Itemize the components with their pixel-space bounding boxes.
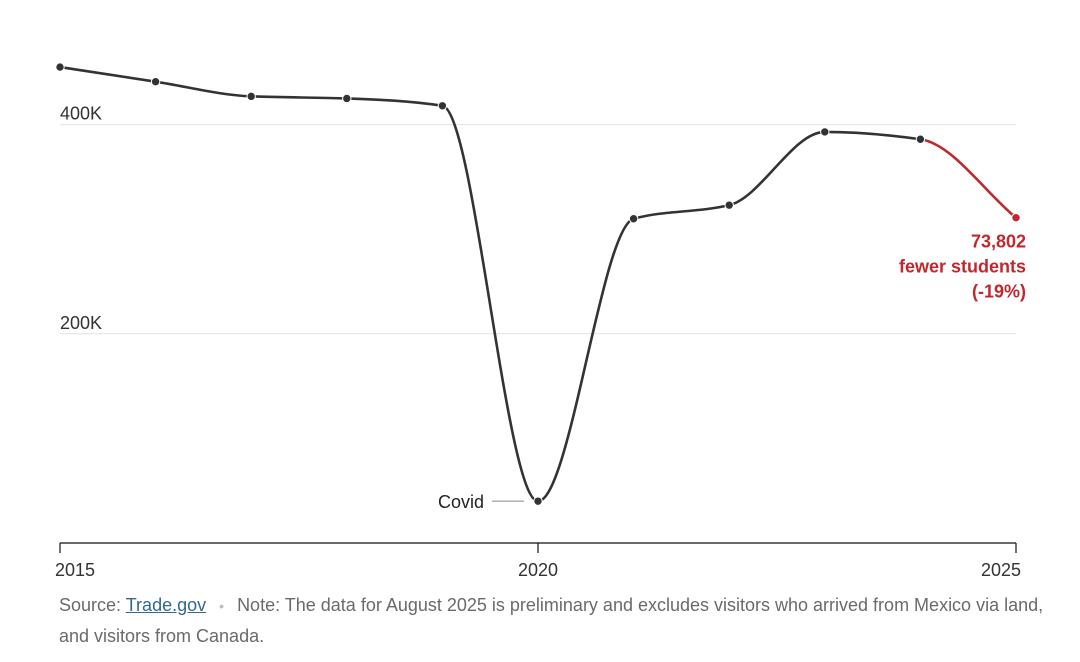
data-point	[533, 496, 543, 506]
separator-dot: •	[219, 598, 225, 614]
line-chart: 200K 400K 2015 2020 2025 Covid 73,802 fewer s…	[55, 62, 1026, 580]
data-point	[915, 134, 926, 144]
annotation-label: fewer students	[899, 257, 1026, 277]
y-tick-label: 200K	[60, 313, 102, 333]
data-point	[55, 62, 65, 72]
annotations: Covid 73,802 fewer students (-19%)	[438, 232, 1026, 512]
data-point	[150, 77, 161, 87]
x-tick-label: 2015	[55, 560, 95, 580]
data-point	[437, 101, 448, 111]
annotation-label: 73,802	[971, 232, 1026, 252]
data-point	[246, 91, 256, 102]
data-point	[342, 93, 352, 104]
x-tick-label: 2020	[518, 560, 558, 580]
data-point	[628, 214, 639, 224]
data-point	[724, 200, 734, 210]
series-line	[59, 65, 921, 503]
footnote: Note: The data for August 2025 is prelim…	[59, 595, 1044, 646]
x-axis: 2015 2020 2025	[55, 542, 1021, 580]
y-tick-label: 400K	[60, 104, 102, 124]
data-point	[820, 127, 830, 137]
chart-footer: Source: Trade.gov • Note: The data for A…	[59, 590, 1049, 651]
source-link[interactable]: Trade.gov	[125, 595, 207, 615]
y-axis-ticks: 200K 400K	[60, 104, 102, 333]
source-label: Source:	[59, 595, 122, 615]
series-line-highlight	[920, 137, 1017, 219]
x-tick-label: 2025	[981, 560, 1021, 580]
series-lines	[59, 65, 1017, 503]
annotation-label: Covid	[438, 492, 484, 512]
data-point	[1011, 212, 1021, 223]
series-points	[55, 62, 1021, 506]
annotation-label: (-19%)	[972, 282, 1026, 302]
gridlines	[60, 124, 1016, 335]
